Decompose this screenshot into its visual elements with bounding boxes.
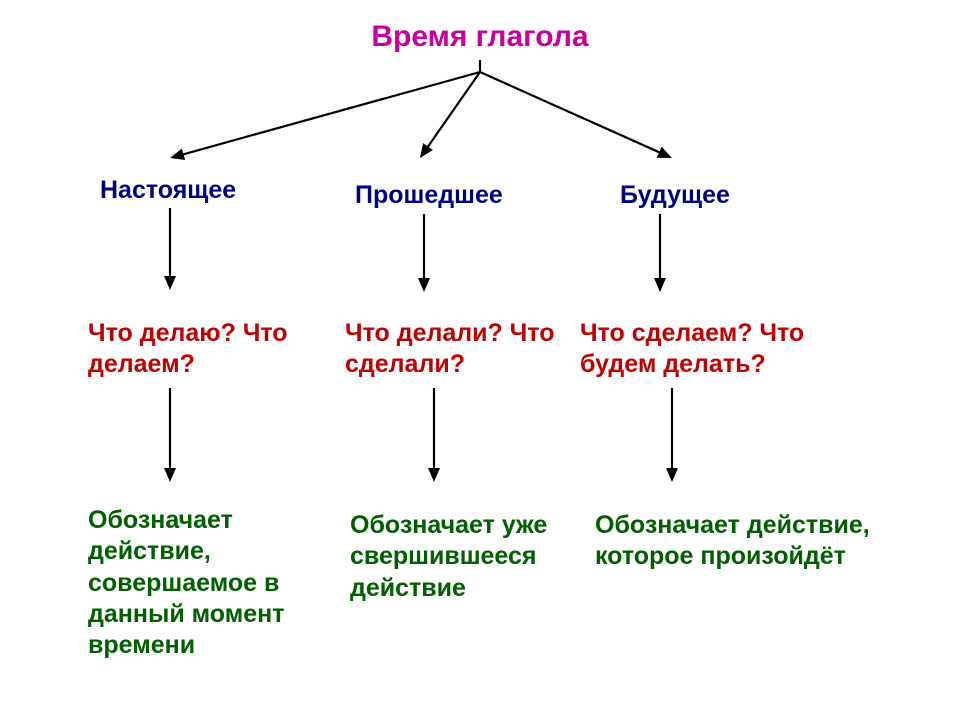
meaning-past: Обозначает уже свершившееся действие bbox=[350, 510, 580, 604]
tense-future: Будущее bbox=[620, 180, 920, 211]
diagram-title: Время глагола bbox=[0, 20, 960, 54]
questions-present: Что делаю? Что делаем? bbox=[88, 318, 338, 381]
meaning-future: Обозначает действие, которое произойдёт bbox=[595, 510, 895, 573]
tense-past: Прошедшее bbox=[355, 180, 585, 211]
meaning-present: Обозначает действие, совершаемое в данны… bbox=[88, 505, 338, 661]
questions-future: Что сделаем? Что будем делать? bbox=[580, 318, 880, 381]
tense-present: Настоящее bbox=[100, 175, 350, 206]
questions-past: Что делали? Что сделали? bbox=[345, 318, 575, 381]
